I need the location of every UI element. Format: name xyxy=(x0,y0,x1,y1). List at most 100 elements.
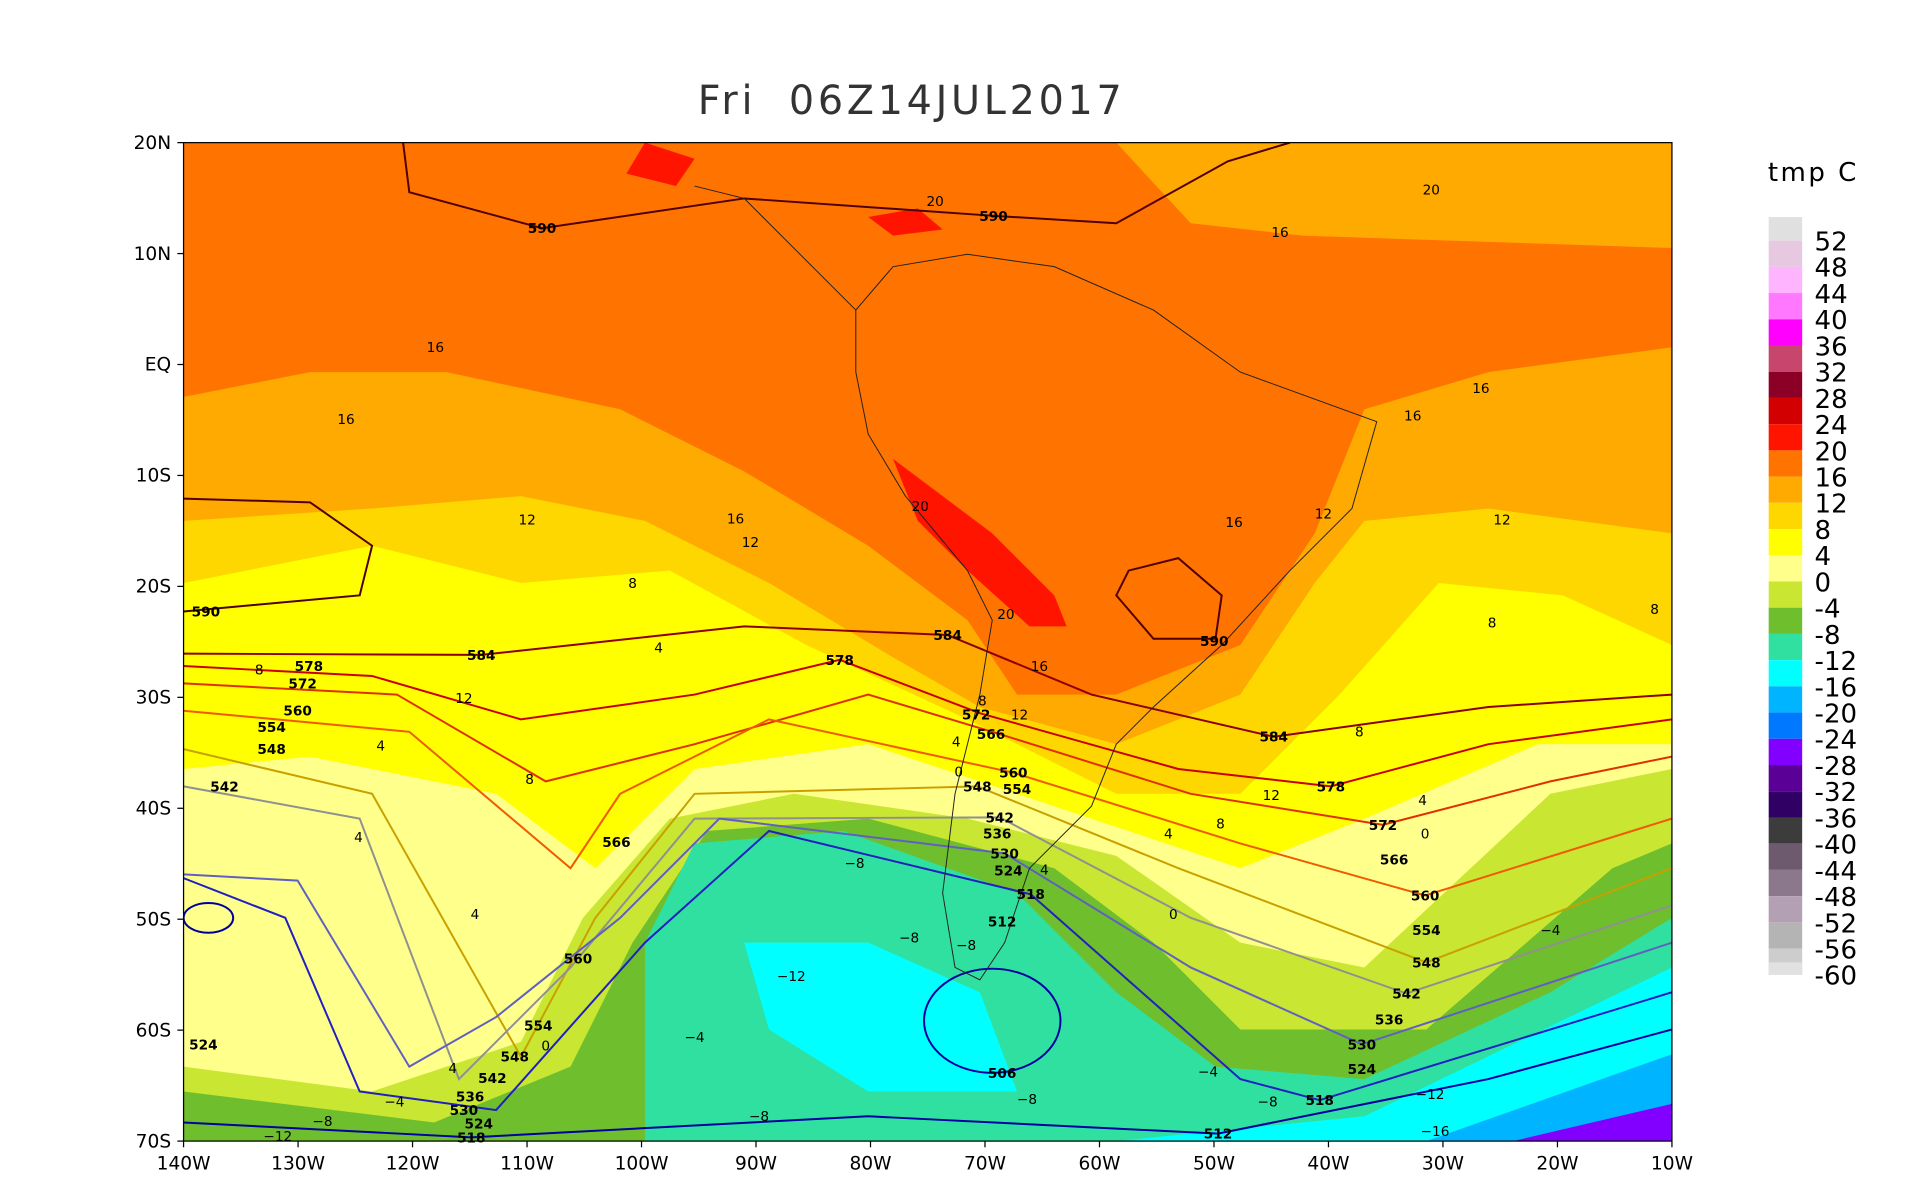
contour-label: 4 xyxy=(1040,862,1049,878)
contour-label: 572 xyxy=(288,676,316,692)
contour-label: 12 xyxy=(1011,707,1028,723)
colorbar-label: 32 xyxy=(1815,359,1848,389)
x-tick-label: 10W xyxy=(1651,1154,1693,1175)
contour-label: −4 xyxy=(1198,1065,1218,1081)
contour-label: 548 xyxy=(501,1050,529,1066)
colorbar-label: 12 xyxy=(1815,490,1848,520)
contour-label: −8 xyxy=(899,931,919,947)
contour-label: 20 xyxy=(927,194,944,210)
colorbar-box xyxy=(1768,869,1803,897)
contour-label: 560 xyxy=(564,952,592,968)
colorbar: 5248444036322824201612840-4-8-12-16-20-2… xyxy=(1768,217,1858,992)
x-tick-label: 100W xyxy=(615,1154,669,1175)
contour-label: 0 xyxy=(1169,907,1178,923)
colorbar-box xyxy=(1768,529,1803,556)
contour-label: 536 xyxy=(983,826,1011,842)
colorbar-box xyxy=(1768,962,1803,975)
colorbar-label: 24 xyxy=(1815,411,1848,441)
contour-label: 548 xyxy=(963,779,991,795)
colorbar-label: -8 xyxy=(1815,621,1841,651)
contour-label: −8 xyxy=(1017,1092,1037,1108)
contour-label: 12 xyxy=(518,513,535,529)
contour-label: 0 xyxy=(541,1039,550,1055)
colorbar-box xyxy=(1768,371,1803,398)
colorbar-box xyxy=(1768,555,1803,582)
contour-label: 4 xyxy=(471,907,480,923)
colorbar-box xyxy=(1768,922,1803,949)
contour-label: 16 xyxy=(337,412,354,428)
contour-label: 8 xyxy=(1488,616,1497,632)
contour-label: 518 xyxy=(1305,1093,1333,1109)
x-tick-label: 110W xyxy=(500,1154,554,1175)
colorbar-box xyxy=(1768,319,1803,346)
contour-label: 0 xyxy=(1421,826,1430,842)
colorbar-box xyxy=(1768,293,1803,320)
colorbar-box xyxy=(1768,217,1803,241)
colorbar-label: 20 xyxy=(1815,437,1848,467)
axes: 140W 130W 120W 110W 100W 90W 80W 70W 60W 50W 40W 30… xyxy=(134,133,1693,1175)
contour-label: 16 xyxy=(1472,381,1489,397)
contour-label: 16 xyxy=(1271,225,1288,241)
contour-label: −16 xyxy=(1421,1124,1450,1140)
colorbar-label: 8 xyxy=(1815,516,1832,546)
colorbar-box xyxy=(1768,712,1803,739)
contour-label: 16 xyxy=(427,340,444,356)
contour-label: 560 xyxy=(283,704,311,720)
contour-label: 518 xyxy=(457,1130,485,1146)
contour-label: 16 xyxy=(1404,408,1421,424)
contour xyxy=(183,497,374,613)
contour-label: 584 xyxy=(467,648,495,664)
shaded-field xyxy=(183,142,1672,1142)
contour-label: 524 xyxy=(994,864,1022,880)
colorbar-box xyxy=(1768,581,1803,608)
colorbar-box xyxy=(1768,633,1803,661)
contour-label: 4 xyxy=(1418,793,1427,809)
colorbar-label: -12 xyxy=(1815,647,1858,677)
contour-label: 524 xyxy=(1348,1062,1376,1078)
coastline xyxy=(855,253,1378,981)
y-tick-label: 20N xyxy=(134,133,172,154)
colorbar-box xyxy=(1768,765,1803,792)
contour xyxy=(183,682,1672,826)
contour-label: −8 xyxy=(312,1114,332,1130)
y-tick-label: 60S xyxy=(136,1020,171,1041)
contour-label: 554 xyxy=(1412,923,1440,939)
colorbar-label: -44 xyxy=(1815,857,1858,887)
x-tick-label: 30W xyxy=(1422,1154,1464,1175)
colorbar-label: 52 xyxy=(1815,228,1848,258)
contour-label: 542 xyxy=(478,1071,506,1087)
coastline xyxy=(694,185,857,311)
contour-label: 542 xyxy=(985,810,1013,826)
contour-label: 506 xyxy=(988,1066,1016,1082)
contour-label: 4 xyxy=(354,830,363,846)
colorbar-box xyxy=(1768,896,1803,923)
contour xyxy=(1115,557,1223,640)
contour-label: 8 xyxy=(978,694,987,710)
x-tick-label: 80W xyxy=(849,1154,891,1175)
y-tick-label: 70S xyxy=(136,1131,171,1152)
colorbar-label: -36 xyxy=(1815,804,1858,834)
colorbar-box xyxy=(1768,266,1803,294)
colorbar-title: tmp C xyxy=(1768,158,1859,188)
colorbar-label: -56 xyxy=(1815,935,1858,965)
contour xyxy=(183,709,1672,897)
colorbar-box xyxy=(1768,686,1803,713)
colorbar-box xyxy=(1768,240,1803,267)
contour-label: 584 xyxy=(1260,730,1288,746)
contour-label: −8 xyxy=(749,1109,769,1125)
colorbar-label: 0 xyxy=(1815,568,1832,598)
x-tick-label: 60W xyxy=(1078,1154,1120,1175)
contour-label: 4 xyxy=(376,738,385,754)
contour-label: 4 xyxy=(1164,826,1173,842)
contour-label: 12 xyxy=(1493,513,1510,529)
colorbar-label: -52 xyxy=(1815,909,1858,939)
contour xyxy=(923,967,1062,1074)
colorbar-box xyxy=(1768,476,1803,503)
contour-label: −8 xyxy=(1258,1094,1278,1110)
y-tick-label: 50S xyxy=(136,909,171,930)
contour-label: 8 xyxy=(1355,725,1364,741)
x-tick-label: 20W xyxy=(1536,1154,1578,1175)
contour-label: 524 xyxy=(189,1037,217,1053)
colorbar-label: 4 xyxy=(1815,542,1832,572)
contour-label: −8 xyxy=(956,938,976,954)
